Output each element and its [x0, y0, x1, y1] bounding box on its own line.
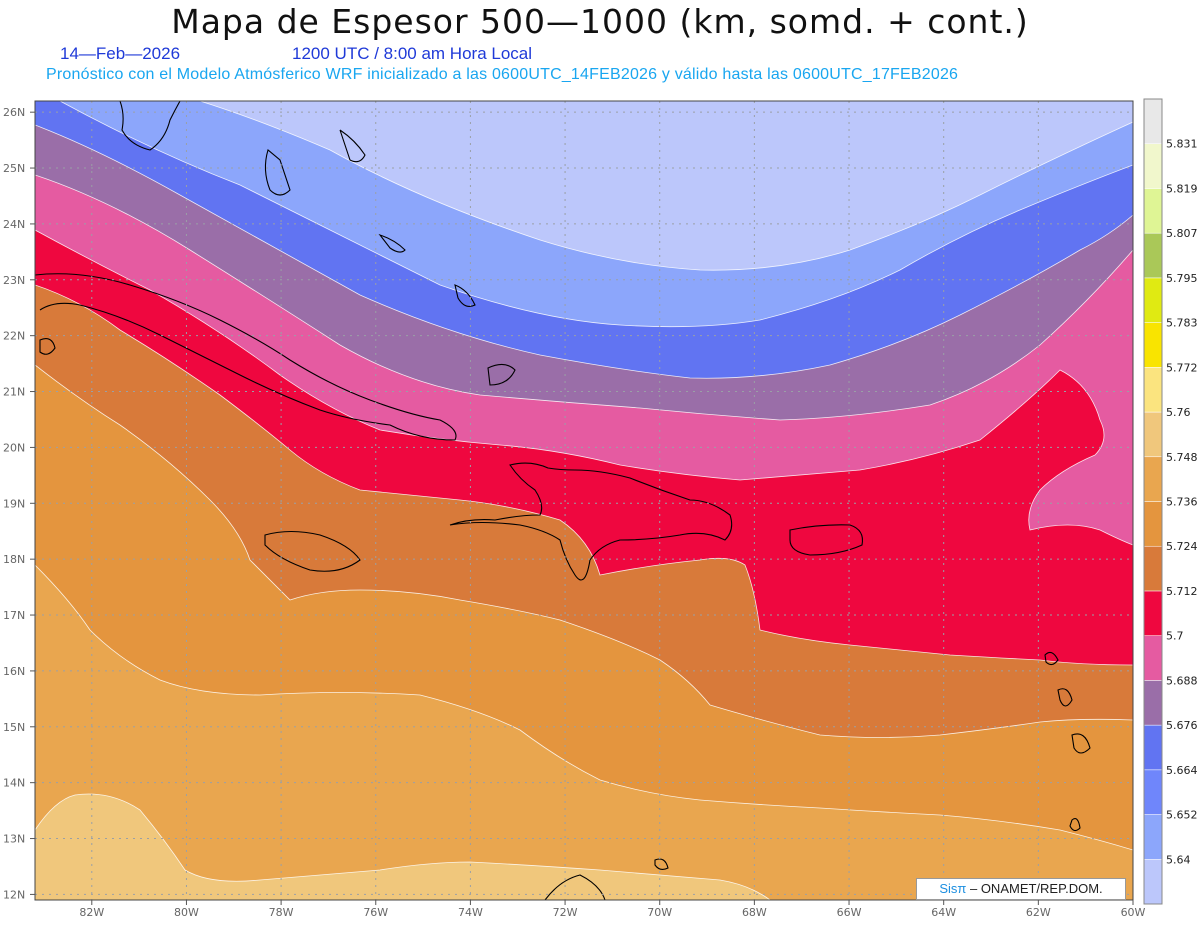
colorbar-frame — [1143, 98, 1163, 905]
coast-puerto-rico — [789, 524, 864, 556]
colorbar-label: 5.664 — [1166, 764, 1198, 777]
colorbar-swatch — [1143, 635, 1163, 681]
colorbar-label: 5.652 — [1166, 809, 1198, 822]
coastlines — [35, 101, 1091, 900]
longitude-labels: 82W 80W 78W 76W 74W 72W 70W 68W 66W 64W 62W 60W — [79, 900, 1146, 919]
lat-label: 18N — [3, 553, 25, 566]
colorbar-label: 5.688 — [1166, 674, 1198, 687]
sispi-logo-text: Sisπ — [939, 881, 967, 896]
lat-label: 16N — [3, 665, 25, 678]
colorbar-swatch — [1143, 98, 1163, 144]
band-5736 — [35, 565, 1133, 900]
colorbar-label: 5.676 — [1166, 719, 1198, 732]
map-grid — [35, 101, 1133, 900]
colorbar-label: 5.64 — [1166, 853, 1191, 866]
coast-bahamas-3 — [378, 233, 406, 253]
thickness-field — [35, 101, 1133, 900]
lon-label: 64W — [931, 906, 956, 919]
colorbar-swatch — [1143, 724, 1163, 771]
colorbar-label: 5.7 — [1166, 630, 1184, 643]
lon-label: 76W — [363, 906, 388, 919]
lon-label: 74W — [458, 906, 483, 919]
lat-label: 24N — [3, 218, 25, 231]
lat-label: 12N — [3, 888, 25, 901]
lon-label: 80W — [174, 906, 199, 919]
colorbar-label: 5.76 — [1166, 406, 1191, 419]
lat-label: 22N — [3, 330, 25, 343]
coast-bahamas-2 — [339, 129, 366, 163]
colorbar-label: 5.783 — [1166, 317, 1198, 330]
forecast-date: 14—Feb—2026 — [60, 44, 181, 63]
coast-bahamas-1 — [264, 149, 291, 196]
colorbar-swatch — [1143, 367, 1163, 413]
colorbar-swatch — [1143, 680, 1163, 726]
coast-cuba — [35, 273, 457, 441]
lat-label: 23N — [3, 274, 25, 287]
colorbar-label: 5.795 — [1166, 272, 1198, 285]
colorbar-swatch — [1143, 814, 1163, 860]
colorbar-swatch — [1143, 188, 1163, 234]
colorbar-swatch — [1143, 590, 1163, 636]
lat-label: 15N — [3, 721, 25, 734]
thickness-contours — [35, 101, 1133, 900]
credit-box: Sisπ – ONAMET/REP.DOM. — [916, 878, 1126, 900]
colorbar-label: 5.748 — [1166, 451, 1198, 464]
lon-label: 72W — [553, 906, 578, 919]
coast-antilles-4 — [1069, 818, 1081, 832]
colorbar-label: 5.736 — [1166, 496, 1198, 509]
lon-label: 66W — [837, 906, 862, 919]
lon-label: 82W — [79, 906, 104, 919]
colorbar-swatch — [1143, 232, 1163, 279]
colorbar-swatch — [1143, 322, 1163, 368]
colorbar-swatch — [1143, 411, 1163, 458]
lat-label: 21N — [3, 386, 25, 399]
coast-hispaniola — [449, 462, 733, 581]
colorbar: 5.64 5.652 5.664 5.676 5.688 5.7 5.712 5.724 5.7… — [1143, 98, 1198, 905]
lon-label: 60W — [1121, 906, 1146, 919]
colorbar-swatch — [1143, 501, 1163, 547]
coast-south-america — [544, 874, 606, 900]
map-frame — [34, 100, 1134, 901]
model-info: Pronóstico con el Modelo Atmósferico WRF… — [46, 66, 959, 83]
colorbar-label: 5.712 — [1166, 585, 1198, 598]
colorbar-label: 5.772 — [1166, 361, 1198, 374]
lon-label: 78W — [269, 906, 294, 919]
colorbar-swatch — [1143, 456, 1163, 502]
lon-label: 62W — [1026, 906, 1051, 919]
colorbar-label: 5.807 — [1166, 227, 1198, 240]
latitude-labels: 26N 25N 24N 23N 22N 21N 20N 19N 18N 17N 16N 15N 14N 1… — [3, 106, 35, 901]
band-5748 — [35, 794, 770, 900]
coast-abc-islands — [654, 858, 669, 871]
lat-label: 17N — [3, 609, 25, 622]
credit-text: – ONAMET/REP.DOM. — [966, 881, 1103, 896]
colorbar-label: 5.831 — [1166, 138, 1198, 151]
colorbar-swatch — [1143, 769, 1163, 815]
colorbar-swatch — [1143, 143, 1163, 189]
lat-label: 19N — [3, 497, 25, 510]
coast-isla-juventud — [39, 338, 56, 355]
colorbar-swatch — [1143, 277, 1163, 323]
colorbar-label: 5.724 — [1166, 540, 1198, 553]
colorbar-swatch — [1143, 859, 1163, 905]
lat-label: 25N — [3, 162, 25, 175]
lon-label: 68W — [742, 906, 767, 919]
lat-label: 13N — [3, 833, 25, 846]
lat-label: 14N — [3, 777, 25, 790]
map-title: Mapa de Espesor 500—1000 (km, somd. + co… — [171, 2, 1029, 41]
coast-bahamas-5 — [487, 363, 516, 386]
coast-antilles-1 — [1044, 651, 1059, 666]
colorbar-label: 5.819 — [1166, 182, 1198, 195]
lon-label: 70W — [647, 906, 672, 919]
lat-label: 26N — [3, 106, 25, 119]
coast-antilles-2 — [1057, 688, 1073, 707]
lat-label: 20N — [3, 441, 25, 454]
coast-bahamas-4 — [454, 284, 476, 307]
colorbar-swatch — [1143, 545, 1163, 592]
coast-jamaica — [264, 530, 361, 572]
coast-antilles-3 — [1071, 733, 1091, 754]
coast-florida — [119, 101, 181, 151]
forecast-time: 1200 UTC / 8:00 am Hora Local — [292, 44, 533, 63]
